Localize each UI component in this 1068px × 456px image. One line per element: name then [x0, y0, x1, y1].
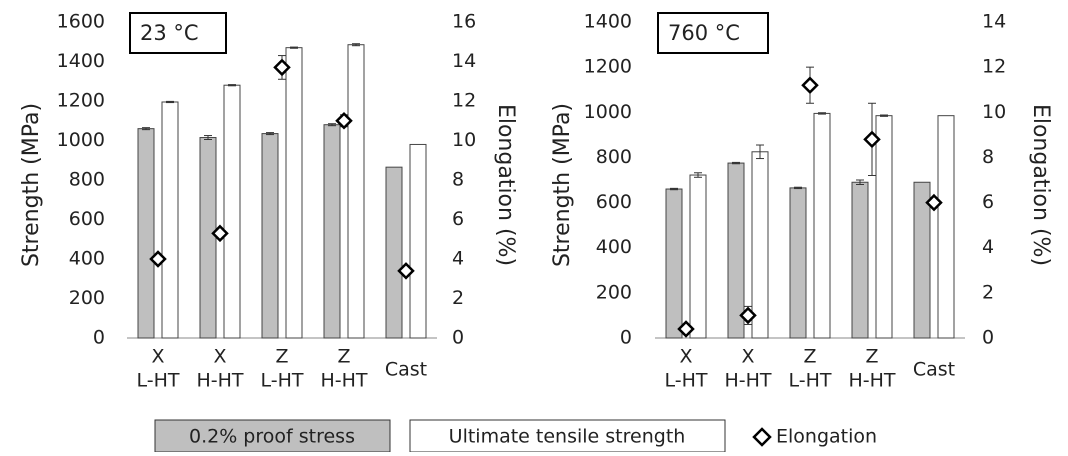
y2-axis-title: Elongation (%)	[1028, 104, 1053, 266]
elongation-marker	[273, 58, 291, 77]
y2-tick-label: 12	[452, 90, 476, 112]
bar	[851, 181, 869, 339]
x-tick-label: H-HT	[196, 370, 243, 392]
y2-tick-label: 6	[452, 208, 464, 230]
elongation-marker	[149, 250, 167, 268]
x-tick-label: Z	[865, 346, 878, 368]
bar	[875, 115, 893, 339]
elongation-marker	[925, 193, 943, 212]
bar	[937, 115, 955, 339]
x-tick-label: H-HT	[724, 370, 771, 392]
bar	[751, 151, 769, 339]
bar	[347, 44, 365, 339]
y2-tick-label: 16	[452, 11, 476, 33]
y2-tick-label: 12	[982, 56, 1006, 78]
elongation-marker	[335, 111, 353, 130]
x-tick-label: H-HT	[320, 370, 367, 392]
y-tick-label: 0	[93, 327, 105, 349]
bar	[813, 112, 831, 339]
y-tick-label: 200	[596, 281, 632, 303]
y-tick-label: 600	[596, 191, 632, 213]
bar	[409, 143, 427, 339]
y2-tick-label: 8	[452, 169, 464, 191]
x-tick-label: X	[741, 346, 754, 368]
y2-tick-label: 0	[452, 327, 464, 349]
x-tick-label: Z	[337, 346, 350, 368]
bar	[261, 133, 279, 339]
y2-tick-label: 14	[982, 11, 1006, 33]
y-tick-label: 1400	[57, 50, 105, 72]
bar	[223, 84, 241, 339]
y-axis-title: Strength (MPa)	[550, 103, 575, 267]
y2-tick-label: 10	[982, 101, 1006, 123]
legend-label: 0.2% proof stress	[189, 426, 355, 448]
x-tick-label: Cast	[913, 359, 955, 381]
elongation-marker	[739, 306, 757, 325]
y-tick-label: 600	[69, 208, 105, 230]
x-tick-label: Z	[275, 346, 288, 368]
y2-tick-label: 6	[982, 191, 994, 213]
bar	[665, 188, 683, 339]
y2-tick-label: 8	[982, 146, 994, 168]
y-tick-label: 1000	[57, 129, 105, 151]
elongation-marker	[211, 224, 229, 243]
legend-swatch	[409, 419, 726, 453]
bar	[323, 124, 341, 339]
x-tick-label: X	[213, 346, 226, 368]
elongation-marker	[677, 320, 695, 338]
y2-tick-label: 2	[982, 281, 994, 303]
y2-tick-label: 0	[982, 327, 994, 349]
bar	[789, 187, 807, 339]
y-tick-label: 200	[69, 287, 105, 309]
x-tick-label: L-HT	[664, 370, 707, 392]
y2-tick-label: 14	[452, 50, 476, 72]
x-tick-label: Z	[803, 346, 816, 368]
annotation: 760 °C	[668, 21, 740, 45]
y2-tick-label: 2	[452, 287, 464, 309]
annotation-box	[657, 12, 769, 54]
y-tick-label: 1200	[584, 56, 632, 78]
x-tick-label: L-HT	[788, 370, 831, 392]
x-tick-label: L-HT	[136, 370, 179, 392]
y-tick-label: 400	[596, 236, 632, 258]
y-tick-label: 400	[69, 248, 105, 270]
x-tick-label: X	[151, 346, 164, 368]
legend-label: Ultimate tensile strength	[449, 426, 686, 448]
y-tick-label: 1200	[57, 90, 105, 112]
y-tick-label: 800	[69, 169, 105, 191]
bar	[199, 137, 217, 339]
y2-tick-label: 10	[452, 129, 476, 151]
y2-tick-label: 4	[452, 248, 464, 270]
y2-tick-label: 4	[982, 236, 994, 258]
x-tick-label: H-HT	[848, 370, 895, 392]
bar	[137, 128, 155, 339]
legend-swatch	[154, 419, 391, 453]
bar	[913, 181, 931, 339]
x-tick-label: X	[679, 346, 692, 368]
y-tick-label: 1400	[584, 11, 632, 33]
legend: 0.2% proof stress Ultimate tensile stren…	[154, 419, 877, 453]
y-tick-label: 800	[596, 146, 632, 168]
bar	[161, 101, 179, 339]
legend-label: Elongation	[776, 426, 877, 448]
bar	[727, 162, 745, 339]
bar	[689, 174, 707, 339]
y-tick-label: 0	[620, 327, 632, 349]
elongation-marker	[863, 130, 881, 149]
y-tick-label: 1600	[57, 11, 105, 33]
y-tick-label: 1000	[584, 101, 632, 123]
elongation-marker	[801, 76, 819, 94]
annotation: 23 °C	[140, 21, 199, 45]
annotation-box	[129, 12, 227, 54]
y2-axis-title: Elongation (%)	[493, 104, 518, 266]
elongation-marker	[397, 262, 415, 280]
x-tick-label: L-HT	[260, 370, 303, 392]
x-tick-label: Cast	[385, 359, 427, 381]
bar	[385, 166, 403, 339]
legend-marker	[752, 427, 772, 447]
bar	[285, 47, 303, 339]
y-axis-title: Strength (MPa)	[19, 103, 44, 267]
